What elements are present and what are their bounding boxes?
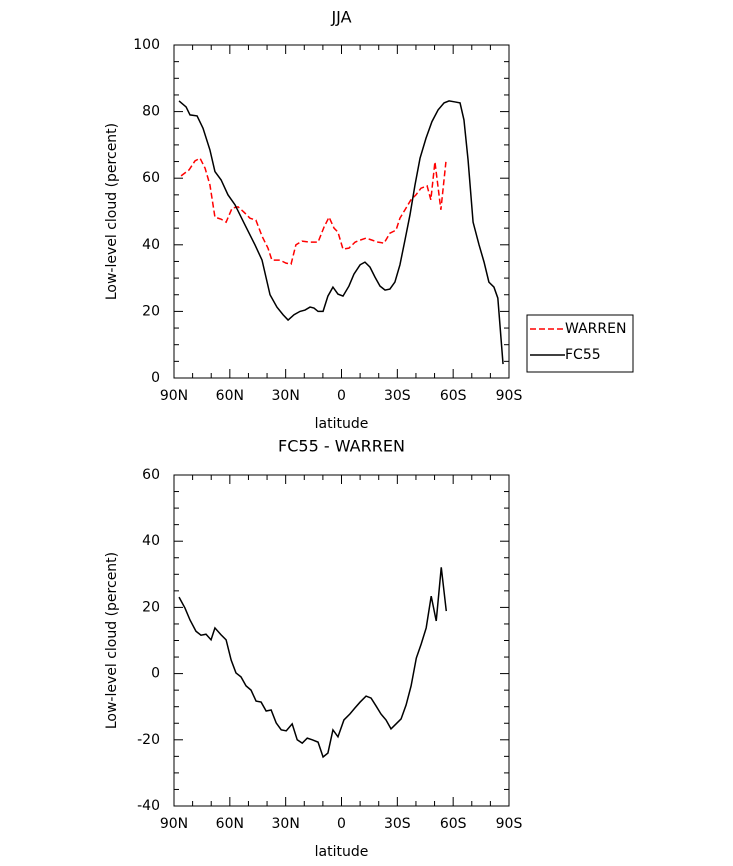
data-line: [178, 100, 504, 365]
x-tick-label: 60N: [216, 388, 244, 404]
y-tick-label: 0: [151, 666, 160, 682]
data-line: [178, 567, 448, 759]
y-axis-label: Low-level cloud (percent): [104, 123, 120, 300]
x-tick-label: 90S: [496, 816, 523, 832]
x-tick-label: 90N: [160, 816, 188, 832]
y-tick-label: 20: [142, 303, 160, 319]
x-tick-label: 60S: [440, 388, 467, 404]
legend-label: WARREN: [565, 321, 626, 337]
chart-title: FC55 - WARREN: [278, 437, 405, 456]
plot-frame: [173, 44, 510, 379]
x-tick-label: 60N: [216, 816, 244, 832]
plot-frame: [173, 474, 510, 807]
x-tick-label: 0: [337, 816, 346, 832]
x-tick-label: 0: [337, 388, 346, 404]
x-tick-label: 30N: [272, 388, 300, 404]
y-tick-label: 100: [133, 37, 160, 53]
chart-title: JJA: [330, 8, 351, 27]
y-tick-label: 0: [151, 370, 160, 386]
y-tick-label: 60: [142, 467, 160, 483]
y-tick-label: 20: [142, 599, 160, 615]
legend-label: FC55: [565, 347, 601, 363]
y-tick-label: -40: [137, 798, 160, 814]
x-tick-label: 30N: [272, 816, 300, 832]
data-line: [180, 157, 447, 265]
x-axis-label: latitude: [315, 416, 369, 432]
x-axis-label: latitude: [315, 844, 369, 860]
legend-box: [526, 314, 634, 373]
x-tick-label: 90S: [496, 388, 523, 404]
x-tick-label: 90N: [160, 388, 188, 404]
x-tick-label: 30S: [384, 816, 411, 832]
y-tick-label: 40: [142, 237, 160, 253]
y-axis-label: Low-level cloud (percent): [104, 552, 120, 729]
x-tick-label: 60S: [440, 816, 467, 832]
y-tick-label: 80: [142, 104, 160, 120]
x-tick-label: 30S: [384, 388, 411, 404]
y-tick-label: -20: [137, 732, 160, 748]
y-tick-label: 40: [142, 533, 160, 549]
y-tick-label: 60: [142, 170, 160, 186]
